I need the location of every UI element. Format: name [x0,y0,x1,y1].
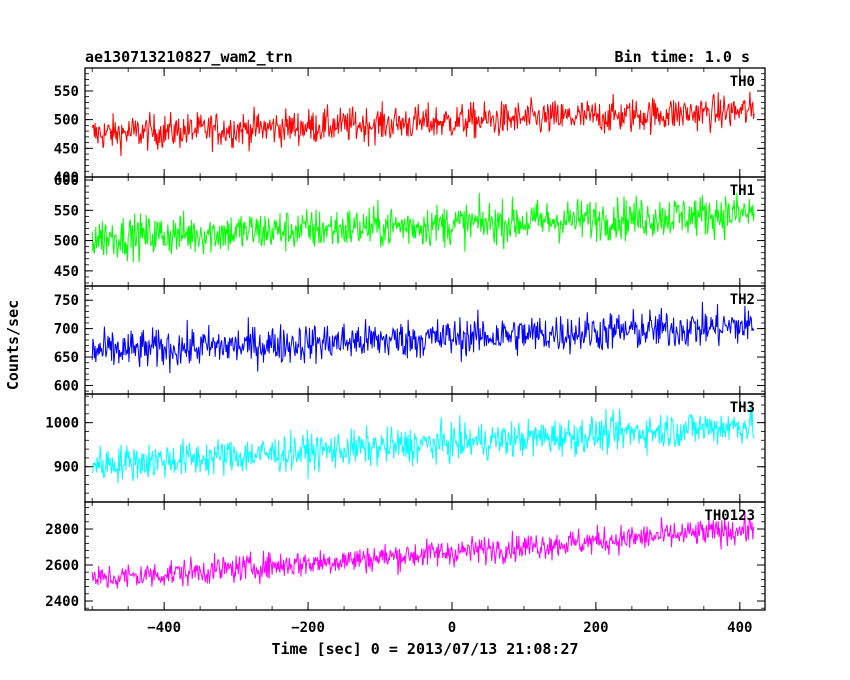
series-line-th2 [91,301,755,374]
x-axis-label: Time [sec] 0 = 2013/07/13 21:08:27 [271,640,578,658]
panel-th3: 900 1000 TH3 [45,393,766,503]
y-tick-label: 450 [54,141,79,157]
panel-th0: 400 450 500 550 TH0 [54,67,766,186]
chart-title-right: Bin time: 1.0 s [615,48,750,66]
y-tick-label: 450 [54,264,79,280]
y-tick-label: 550 [54,203,79,219]
x-tick-label: 400 [727,620,752,636]
panel-th1: 450 500 550 600 TH1 [54,173,766,287]
panel-label: TH2 [730,292,755,308]
x-tick-label: 0 [448,620,456,636]
series-line-th0123 [91,512,755,589]
panel-label: TH0123 [704,508,755,524]
y-tick-label: 400 [54,170,79,186]
panel-label: TH0 [730,74,755,90]
panel-th0123: 2400 2600 2800 TH0123 [45,501,766,611]
x-tick-label: −200 [291,620,325,636]
panels-group: 400 450 500 550 TH0 450 500 550 600 TH1 600 650 700 7… [45,67,766,611]
panel-label: TH3 [730,400,755,416]
series-line-th0 [91,91,755,157]
chart-title-left: ae130713210827_wam2_trn [85,48,293,66]
panel-label: TH1 [730,183,755,199]
series-line-th3 [91,403,755,484]
y-tick-label: 700 [54,322,79,338]
y-tick-label: 2600 [45,558,79,574]
y-tick-label: 600 [54,378,79,394]
y-tick-label: 500 [54,234,79,250]
y-tick-label: 2400 [45,594,79,610]
y-axis-label: Counts/sec [4,300,22,390]
panel-frame [84,501,766,611]
y-tick-label: 550 [54,84,79,100]
x-tick-labels: −400 −200 0 200 400 [147,620,752,636]
y-tick-label: 2800 [45,522,79,538]
y-tick-label: 1000 [45,416,79,432]
y-tick-label: 900 [54,460,79,476]
panel-th2: 600 650 700 750 TH2 [54,285,766,395]
x-tick-label: −400 [147,620,181,636]
x-tick-label: 200 [583,620,608,636]
y-tick-label: 650 [54,350,79,366]
y-tick-label: 600 [54,173,79,189]
series-line-th1 [91,192,755,263]
panel-frame [84,67,766,178]
y-tick-label: 500 [54,113,79,129]
y-tick-label: 750 [54,293,79,309]
